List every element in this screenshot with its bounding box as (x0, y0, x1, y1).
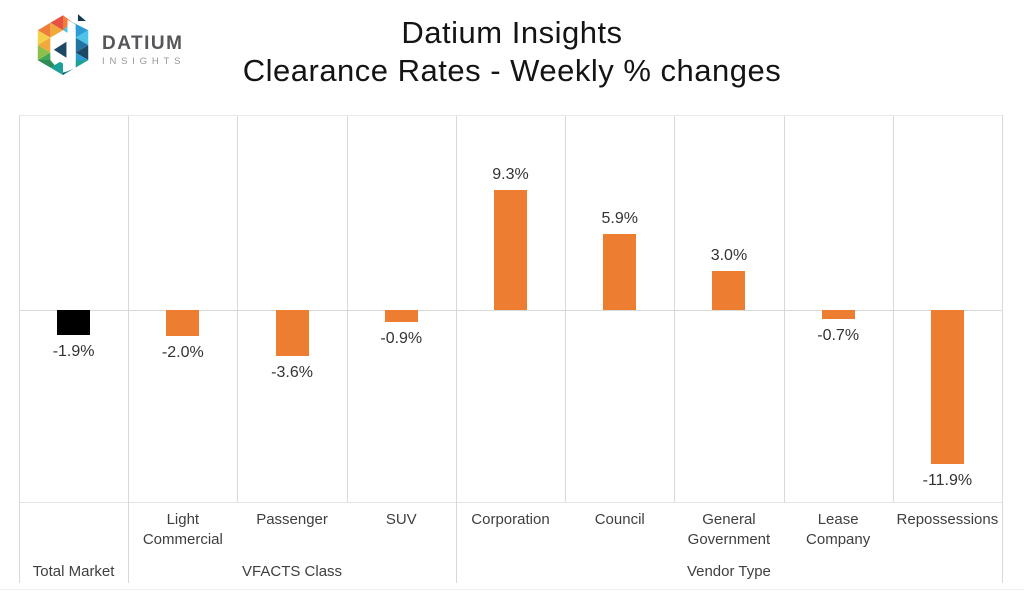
gridline-vertical (19, 115, 20, 502)
gridline-vertical (892, 115, 894, 502)
category-label: Council (565, 510, 674, 530)
gridline-vertical (674, 115, 676, 502)
logo: DATIUM INSIGHTS (34, 13, 185, 75)
group-separator (1002, 502, 1003, 583)
bar-value-label: -11.9% (922, 471, 973, 489)
category-label-line: General (702, 511, 756, 528)
bar-light-commercial (166, 310, 200, 336)
category-label-line: Passenger (256, 511, 328, 528)
category-label-line: Corporation (471, 511, 550, 528)
gridline-vertical (1002, 115, 1003, 502)
bar-passenger (275, 310, 309, 357)
gridline-vertical (346, 115, 348, 502)
category-label: General Government (674, 510, 783, 550)
x-axis-line (19, 502, 1002, 503)
group-separator (19, 502, 20, 583)
gridline-vertical (128, 115, 130, 502)
chart-title: Datium Insights Clearance Rates - Weekly… (0, 14, 1024, 90)
bar-suv (384, 310, 418, 322)
bar-value-label: -3.6% (271, 364, 313, 382)
bar-value-label: -2.0% (161, 343, 204, 361)
bar-value-label: -1.9% (52, 342, 95, 360)
category-label: Light Commercial (128, 510, 237, 550)
bar-total-market (57, 310, 91, 335)
category-label: Repossessions (893, 510, 1002, 530)
bar-general-government (712, 271, 746, 310)
bar-lease-company (821, 310, 855, 320)
chart-title-line1: Datium Insights (401, 15, 623, 50)
bar-value-label: -0.9% (380, 329, 423, 347)
category-label: Corporation (456, 510, 565, 530)
group-label-vendor-type: Vendor Type (686, 563, 771, 580)
bar-value-label: 3.0% (710, 247, 748, 265)
category-label: Passenger (237, 510, 346, 530)
label-area-bottom-border (0, 589, 1024, 590)
category-label-line: Council (594, 511, 645, 528)
category-label-line: SUV (385, 511, 417, 528)
gridline-vertical (565, 115, 567, 502)
group-label-vfacts-class: VFACTS Class (242, 563, 343, 580)
gridline-vertical (455, 115, 457, 502)
datium-hexagon-icon (34, 13, 92, 75)
category-label-line: Light (166, 511, 200, 528)
bar-corporation (494, 190, 527, 310)
bar-council (603, 233, 637, 310)
category-label: SUV (347, 510, 456, 530)
bar-value-label: 9.3% (492, 166, 529, 183)
plot-top-border (19, 115, 1002, 116)
category-label-line: Government (687, 531, 771, 548)
gridline-vertical (237, 115, 239, 502)
bar-repossessions (930, 310, 964, 464)
category-label-line: Lease (817, 511, 859, 528)
category-label-line: Repossessions (896, 511, 999, 528)
bar-value-label: -0.7% (817, 327, 860, 345)
zero-line (19, 310, 1002, 311)
brand-name: DATIUM (102, 32, 184, 54)
group-separator (128, 502, 130, 583)
category-label-line: Company (806, 531, 871, 548)
brand-text: DATIUM INSIGHTS (102, 34, 185, 69)
category-label-line: Commercial (142, 531, 223, 548)
group-label-total-market: Total Market (32, 563, 115, 580)
category-label: Lease Company (784, 510, 893, 550)
brand-subtitle: INSIGHTS (102, 55, 186, 67)
chart-title-line2: Clearance Rates - Weekly % changes (242, 53, 782, 88)
gridline-vertical (783, 115, 785, 502)
group-separator (455, 502, 457, 583)
bar-value-label: 5.9% (601, 209, 638, 227)
